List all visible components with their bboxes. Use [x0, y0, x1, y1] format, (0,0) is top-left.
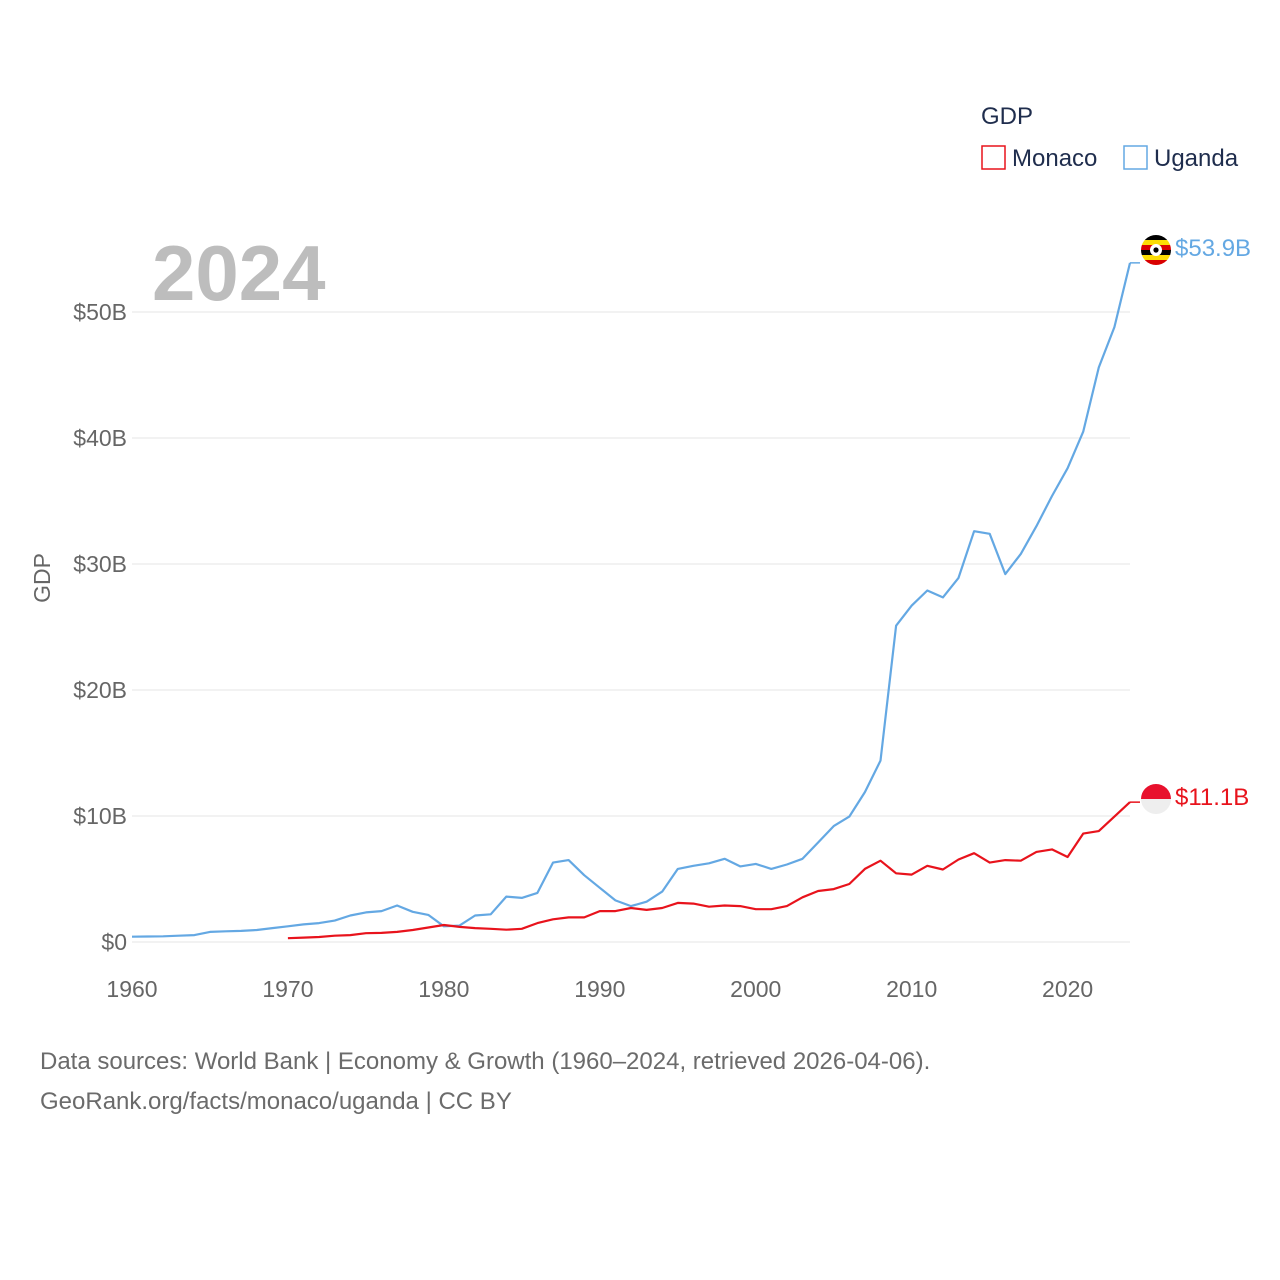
- legend: GDP Monaco Uganda: [981, 103, 1239, 172]
- y-tick-label: $30B: [73, 551, 127, 577]
- source-line-1: Data sources: World Bank | Economy & Gro…: [40, 1048, 931, 1075]
- legend-swatch-uganda[interactable]: [1123, 145, 1148, 170]
- monaco-flag-icon: [1141, 784, 1171, 814]
- legend-title: GDP: [981, 103, 1033, 130]
- gridlines: [132, 311, 1130, 943]
- x-tick-label: 1970: [262, 976, 313, 1002]
- y-tick-label: $50B: [73, 299, 127, 325]
- data-source-note: Data sources: World Bank | Economy & Gro…: [40, 1042, 930, 1122]
- legend-label-uganda[interactable]: Uganda: [1154, 145, 1239, 172]
- legend-swatch-monaco[interactable]: [981, 145, 1006, 170]
- x-tick-label: 1990: [574, 976, 625, 1002]
- source-line-2[interactable]: GeoRank.org/facts/monaco/uganda | CC BY: [40, 1088, 512, 1115]
- y-tick-label: $20B: [73, 677, 127, 703]
- series-layer: [131, 262, 1140, 940]
- x-tick-label: 2020: [1042, 976, 1093, 1002]
- y-tick-label: $0: [101, 929, 127, 955]
- uganda-flag-icon: [1141, 235, 1171, 265]
- x-tick-label: 2000: [730, 976, 781, 1002]
- y-tick-label: $40B: [73, 425, 127, 451]
- x-tick-label: 2010: [886, 976, 937, 1002]
- legend-label-monaco[interactable]: Monaco: [1012, 145, 1097, 172]
- end-label-uganda: $53.9B: [1175, 235, 1251, 262]
- y-tick-label: $10B: [73, 803, 127, 829]
- year-label: 2024: [152, 229, 326, 317]
- end-label-monaco: $11.1B: [1175, 784, 1249, 811]
- x-axis-ticks: 1960 1970 1980 1990 2000 2010 2020: [106, 976, 1093, 1002]
- series-line-uganda[interactable]: [131, 262, 1132, 938]
- y-axis-title: GDP: [29, 553, 55, 603]
- series-line-monaco[interactable]: [287, 801, 1131, 940]
- x-tick-label: 1980: [418, 976, 469, 1002]
- y-axis-ticks: $0 $10B $20B $30B $40B $50B: [73, 299, 127, 955]
- x-tick-label: 1960: [106, 976, 157, 1002]
